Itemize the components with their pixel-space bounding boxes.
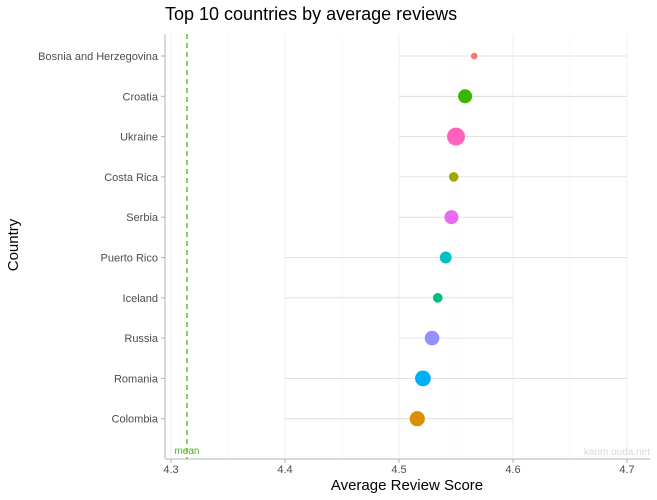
y-tick-label: Puerto Rico	[101, 253, 158, 265]
y-tick-label: Serbia	[126, 212, 159, 224]
mean-label: mean	[174, 446, 199, 457]
y-tick-label: Croatia	[123, 91, 159, 103]
watermark: karim.ouda.net	[584, 447, 650, 458]
data-point	[458, 89, 473, 104]
y-axis-title: Country	[5, 218, 22, 271]
data-point	[424, 330, 440, 346]
x-tick-label: 4.5	[391, 464, 406, 476]
data-point	[439, 251, 452, 264]
data-point	[448, 172, 459, 182]
x-tick-label: 4.6	[505, 464, 520, 476]
y-tick-label: Russia	[124, 333, 159, 345]
chart-title: Top 10 countries by average reviews	[165, 4, 457, 24]
x-tick-label: 4.4	[277, 464, 292, 476]
data-point	[415, 370, 431, 387]
plot-area: 4.3 4.4 4.5 4.6 4.7 Bosnia and Herzegovina Cro…	[38, 34, 650, 476]
y-tick-label: Romania	[114, 373, 159, 385]
data-point	[447, 127, 465, 146]
data-point	[470, 52, 478, 60]
data-point	[444, 210, 459, 225]
x-axis-title: Average Review Score	[331, 477, 483, 494]
y-tick-label: Colombia	[112, 414, 159, 426]
y-tick-label: Bosnia and Herzegovina	[38, 51, 159, 63]
y-tick-label: Ukraine	[120, 132, 158, 144]
data-point	[409, 411, 425, 427]
x-tick-label: 4.7	[619, 464, 634, 476]
y-tick-label: Iceland	[123, 293, 158, 305]
y-tick-label: Costa Rica	[104, 172, 159, 184]
x-tick-label: 4.3	[163, 464, 178, 476]
data-point	[432, 292, 443, 303]
